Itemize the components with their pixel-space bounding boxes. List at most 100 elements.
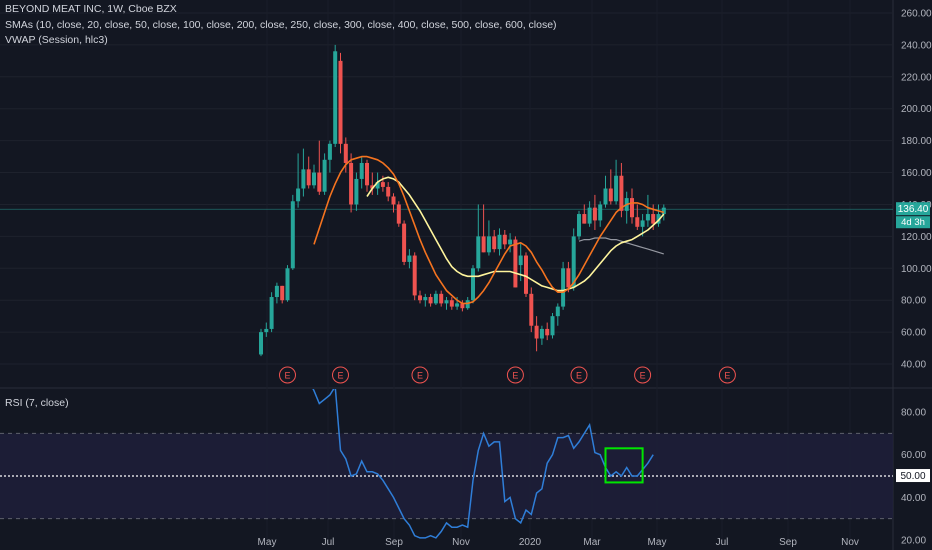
earnings-marker[interactable]: E <box>506 366 524 384</box>
candle[interactable] <box>630 188 634 224</box>
candle[interactable] <box>486 220 491 256</box>
candle[interactable] <box>603 175 608 208</box>
price-tick-label: 200.00 <box>901 104 932 115</box>
candle[interactable] <box>508 233 513 253</box>
time-axis[interactable]: May Jul Sep Nov 2020 Mar May Jul Sep Nov <box>258 537 859 548</box>
candle[interactable] <box>407 249 412 269</box>
candle-body <box>571 236 576 288</box>
candle[interactable] <box>598 201 603 227</box>
candle[interactable] <box>545 322 550 341</box>
candle[interactable] <box>534 316 539 352</box>
candle[interactable] <box>391 193 396 213</box>
candle[interactable] <box>423 293 428 307</box>
candle[interactable] <box>481 204 486 253</box>
rsi-legend[interactable]: RSI (7, close) <box>5 397 69 409</box>
candle-body <box>555 306 560 317</box>
sma-fast-line[interactable] <box>313 155 665 305</box>
earnings-marker[interactable]: E <box>332 366 349 384</box>
rsi-value-badge: 50.00 <box>896 469 930 483</box>
candle-body <box>280 285 285 301</box>
candle[interactable] <box>418 290 422 304</box>
candle[interactable] <box>587 201 592 227</box>
candle[interactable] <box>338 52 343 154</box>
candle[interactable] <box>312 164 316 189</box>
candle[interactable] <box>444 297 449 310</box>
candle[interactable] <box>661 204 666 221</box>
candle-body <box>587 207 592 224</box>
candle[interactable] <box>349 153 354 213</box>
candle[interactable] <box>476 204 481 272</box>
candle-body <box>312 172 316 186</box>
candle[interactable] <box>428 293 433 307</box>
candle[interactable] <box>439 290 444 307</box>
candle[interactable] <box>359 156 364 189</box>
candle[interactable] <box>375 172 380 195</box>
candle[interactable] <box>274 282 279 304</box>
candle[interactable] <box>259 328 263 357</box>
candle[interactable] <box>645 194 650 227</box>
candle[interactable] <box>524 252 528 298</box>
earnings-marker[interactable]: E <box>411 366 429 384</box>
candle[interactable] <box>566 261 571 293</box>
candle[interactable] <box>412 252 417 301</box>
candle-body <box>651 214 656 224</box>
earnings-marker[interactable]: E <box>718 366 736 384</box>
candle[interactable] <box>365 159 369 192</box>
candle[interactable] <box>317 140 322 195</box>
sma-slow-line[interactable] <box>366 176 665 292</box>
rsi-tick-label: 20.00 <box>901 536 926 547</box>
sma-legend[interactable]: SMAs (10, close, 20, close, 50, close, 1… <box>5 19 557 31</box>
candle[interactable] <box>635 204 640 230</box>
candle-body <box>423 297 428 301</box>
price-axis[interactable]: 40.0060.0080.00100.00120.00140.00160.001… <box>896 8 932 547</box>
candle[interactable] <box>529 287 534 333</box>
rsi-line[interactable] <box>309 380 654 539</box>
candle[interactable] <box>592 194 597 230</box>
candle[interactable] <box>301 148 306 197</box>
candle[interactable] <box>539 325 544 345</box>
rsi-highlight-box[interactable] <box>604 447 644 484</box>
candle[interactable] <box>577 210 581 240</box>
candle[interactable] <box>333 44 338 148</box>
candle[interactable] <box>269 292 274 333</box>
candle[interactable] <box>571 228 576 291</box>
candle[interactable] <box>555 303 560 326</box>
candle[interactable] <box>614 159 619 205</box>
candle[interactable] <box>497 228 502 256</box>
candle[interactable] <box>502 230 507 250</box>
candle[interactable] <box>264 322 269 337</box>
earnings-marker-label: E <box>640 371 646 381</box>
candle[interactable] <box>460 300 465 312</box>
candle[interactable] <box>582 204 587 224</box>
chart-title: BEYOND MEAT INC, 1W, Cboe BZX <box>5 3 177 15</box>
candle[interactable] <box>290 194 295 270</box>
earnings-marker[interactable]: E <box>634 366 652 384</box>
vwap-line[interactable] <box>578 237 664 255</box>
candle[interactable] <box>343 137 348 173</box>
candle[interactable] <box>296 153 301 208</box>
candle[interactable] <box>656 204 661 227</box>
candle[interactable] <box>354 172 359 211</box>
candle[interactable] <box>306 156 311 189</box>
candle[interactable] <box>550 312 555 339</box>
candle[interactable] <box>370 172 375 195</box>
candle[interactable] <box>386 182 391 202</box>
candle[interactable] <box>449 297 454 310</box>
countdown-badge: 4d 3h <box>896 216 930 229</box>
vwap-legend[interactable]: VWAP (Session, hlc3) <box>5 34 108 46</box>
candle[interactable] <box>396 201 401 227</box>
candle[interactable] <box>561 261 566 310</box>
candle[interactable] <box>322 153 327 195</box>
earnings-marker[interactable]: E <box>570 366 588 384</box>
candle[interactable] <box>280 285 285 304</box>
candle[interactable] <box>327 140 332 173</box>
candle[interactable] <box>608 169 613 205</box>
rsi-pane[interactable] <box>0 380 893 539</box>
earnings-marker[interactable]: E <box>279 366 296 384</box>
candle[interactable] <box>433 290 438 305</box>
candle[interactable] <box>492 230 497 253</box>
candle[interactable] <box>285 265 290 302</box>
candle[interactable] <box>402 220 407 266</box>
candle[interactable] <box>471 265 475 304</box>
